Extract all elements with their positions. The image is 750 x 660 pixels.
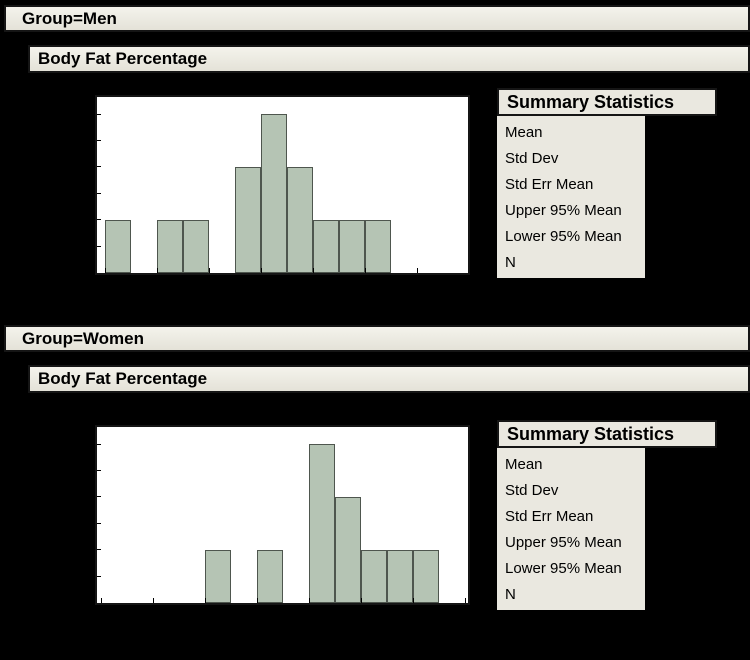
- x-axis-tick: [101, 598, 102, 603]
- stat-label: Lower 95% Mean: [505, 560, 622, 577]
- stat-label: Upper 95% Mean: [505, 202, 622, 219]
- bodyfat-women-title: Body Fat Percentage: [38, 369, 208, 388]
- y-axis-tick: [97, 444, 101, 445]
- y-axis-tick: [97, 496, 101, 497]
- bodyfat-men-title: Body Fat Percentage: [38, 49, 208, 68]
- histogram-bar[interactable]: [235, 167, 261, 273]
- summary-stats-header-men[interactable]: Summary Statistics: [497, 88, 717, 116]
- x-axis-tick: [365, 268, 366, 273]
- histogram-bar[interactable]: [287, 167, 313, 273]
- y-axis-tick: [97, 166, 101, 167]
- stat-label: Std Err Mean: [505, 508, 594, 525]
- outline-header-bodyfat-women[interactable]: Body Fat Percentage: [28, 365, 750, 393]
- histogram-bar[interactable]: [313, 220, 339, 273]
- histogram-bar[interactable]: [365, 220, 391, 273]
- y-axis-tick: [97, 114, 101, 115]
- x-axis-tick: [257, 598, 258, 603]
- stat-label: N: [505, 586, 516, 603]
- stat-label: N: [505, 254, 516, 271]
- histogram-bar[interactable]: [387, 550, 413, 603]
- x-axis-tick: [413, 598, 414, 603]
- y-axis-tick: [97, 523, 101, 524]
- stat-label: Std Err Mean: [505, 176, 594, 193]
- summary-stats-women-title: Summary Statistics: [507, 423, 675, 444]
- y-axis-tick: [97, 576, 101, 577]
- x-axis-tick: [209, 268, 210, 273]
- histogram-men: [95, 95, 470, 275]
- summary-stats-table-women: Mean Std Dev Std Err Mean Upper 95% Mean Low…: [497, 448, 645, 610]
- histogram-bar[interactable]: [339, 220, 365, 273]
- x-axis-tick: [313, 268, 314, 273]
- x-axis-tick: [157, 268, 158, 273]
- stat-label: Std Dev: [505, 150, 559, 167]
- outline-header-group-men[interactable]: Group=Men: [4, 5, 750, 32]
- outline-header-group-women[interactable]: Group=Women: [4, 325, 750, 352]
- y-axis-tick: [97, 140, 101, 141]
- histogram-bar[interactable]: [205, 550, 231, 603]
- histogram-bar[interactable]: [183, 220, 209, 273]
- y-axis-tick: [97, 193, 101, 194]
- x-axis-tick: [361, 598, 362, 603]
- y-axis-tick: [97, 549, 101, 550]
- stat-label: Lower 95% Mean: [505, 228, 622, 245]
- histogram-bar[interactable]: [105, 220, 131, 273]
- y-axis-tick: [97, 470, 101, 471]
- histogram-bar[interactable]: [413, 550, 439, 603]
- stat-label: Std Dev: [505, 482, 559, 499]
- group-women-title: Group=Women: [22, 328, 144, 348]
- histogram-bar[interactable]: [157, 220, 183, 273]
- histogram-bar[interactable]: [335, 497, 361, 603]
- group-men-title: Group=Men: [22, 8, 117, 28]
- outline-header-bodyfat-men[interactable]: Body Fat Percentage: [28, 45, 750, 73]
- y-axis-tick: [97, 246, 101, 247]
- summary-stats-table-men: Mean Std Dev Std Err Mean Upper 95% Mean Low…: [497, 116, 645, 278]
- summary-stats-header-women[interactable]: Summary Statistics: [497, 420, 717, 448]
- y-axis-tick: [97, 219, 101, 220]
- x-axis-tick: [261, 268, 262, 273]
- x-axis-tick: [465, 598, 466, 603]
- histogram-women: [95, 425, 470, 605]
- histogram-bar[interactable]: [261, 114, 287, 273]
- stat-label: Upper 95% Mean: [505, 534, 622, 551]
- summary-stats-men-title: Summary Statistics: [507, 91, 675, 112]
- x-axis-tick: [205, 598, 206, 603]
- x-axis-tick: [153, 598, 154, 603]
- stat-label: Mean: [505, 124, 543, 141]
- x-axis-tick: [105, 268, 106, 273]
- x-axis-tick: [309, 598, 310, 603]
- stat-label: Mean: [505, 456, 543, 473]
- x-axis-tick: [417, 268, 418, 273]
- histogram-bar[interactable]: [309, 444, 335, 603]
- histogram-bar[interactable]: [257, 550, 283, 603]
- histogram-bar[interactable]: [361, 550, 387, 603]
